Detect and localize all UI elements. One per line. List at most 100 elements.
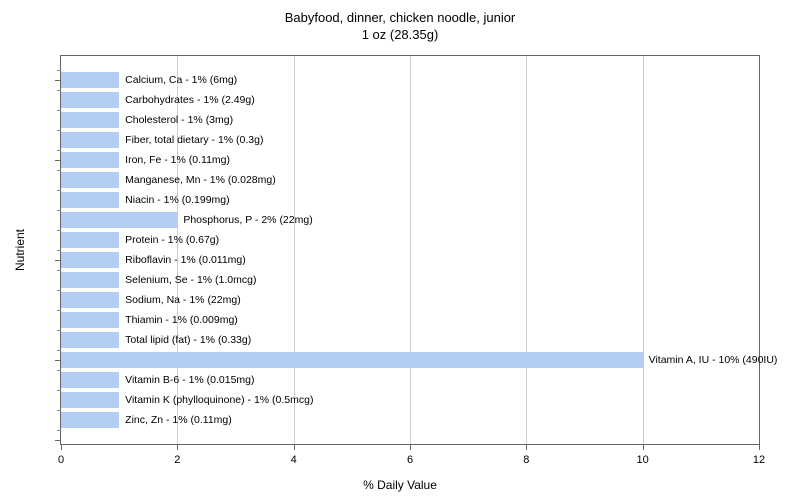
bar-label: Vitamin B-6 - 1% (0.015mg): [125, 374, 254, 386]
bar: [61, 352, 643, 368]
bar: [61, 152, 119, 168]
bar-label: Thiamin - 1% (0.009mg): [125, 314, 238, 326]
bar-label: Calcium, Ca - 1% (6mg): [125, 74, 237, 86]
x-tick-label: 12: [753, 454, 765, 466]
y-tick-minor: [57, 130, 61, 131]
bar-label: Sodium, Na - 1% (22mg): [125, 294, 241, 306]
bar-row: Zinc, Zn - 1% (0.11mg): [61, 412, 232, 428]
bar: [61, 292, 119, 308]
y-tick-minor: [57, 90, 61, 91]
bar: [61, 372, 119, 388]
plot-area: 024681012Calcium, Ca - 1% (6mg)Carbohydr…: [60, 55, 760, 445]
bar-label: Selenium, Se - 1% (1.0mcg): [125, 274, 256, 286]
bar-label: Cholesterol - 1% (3mg): [125, 114, 233, 126]
x-tick-label: 10: [637, 454, 649, 466]
y-tick-minor: [57, 110, 61, 111]
bar-label: Protein - 1% (0.67g): [125, 234, 219, 246]
bar-row: Protein - 1% (0.67g): [61, 232, 219, 248]
nutrient-chart: Babyfood, dinner, chicken noodle, junior…: [0, 0, 800, 500]
bar: [61, 132, 119, 148]
bar: [61, 172, 119, 188]
bar-row: Iron, Fe - 1% (0.11mg): [61, 152, 230, 168]
bar-row: Carbohydrates - 1% (2.49g): [61, 92, 255, 108]
bar-label: Carbohydrates - 1% (2.49g): [125, 94, 255, 106]
bar: [61, 272, 119, 288]
x-tick-label: 8: [523, 454, 529, 466]
y-tick-minor: [57, 70, 61, 71]
x-tick: [759, 444, 760, 450]
bar-row: Sodium, Na - 1% (22mg): [61, 292, 241, 308]
bar-label: Manganese, Mn - 1% (0.028mg): [125, 174, 276, 186]
chart-title: Babyfood, dinner, chicken noodle, junior…: [0, 0, 800, 44]
grid-line: [410, 56, 411, 444]
x-tick: [61, 444, 62, 450]
bar-row: Vitamin A, IU - 10% (490IU): [61, 352, 777, 368]
x-tick-label: 6: [407, 454, 413, 466]
bar: [61, 252, 119, 268]
y-axis-label: Nutrient: [13, 229, 27, 271]
bar-label: Total lipid (fat) - 1% (0.33g): [125, 334, 251, 346]
grid-line: [294, 56, 295, 444]
x-tick-label: 4: [291, 454, 297, 466]
bar: [61, 392, 119, 408]
x-tick: [526, 444, 527, 450]
bar-label: Iron, Fe - 1% (0.11mg): [125, 154, 230, 166]
grid-line: [526, 56, 527, 444]
y-tick-minor: [57, 210, 61, 211]
x-tick: [294, 444, 295, 450]
x-axis-label: % Daily Value: [363, 478, 437, 492]
y-tick-minor: [57, 370, 61, 371]
y-tick-minor: [57, 330, 61, 331]
bar: [61, 312, 119, 328]
y-tick: [55, 440, 61, 441]
bar-label: Riboflavin - 1% (0.011mg): [125, 254, 246, 266]
y-tick: [55, 80, 61, 81]
y-tick: [55, 160, 61, 161]
x-tick-label: 0: [58, 454, 64, 466]
x-tick: [410, 444, 411, 450]
bar-row: Selenium, Se - 1% (1.0mcg): [61, 272, 256, 288]
y-tick-minor: [57, 150, 61, 151]
bar: [61, 192, 119, 208]
bar-row: Riboflavin - 1% (0.011mg): [61, 252, 246, 268]
bar-label: Zinc, Zn - 1% (0.11mg): [125, 414, 232, 426]
bar-row: Manganese, Mn - 1% (0.028mg): [61, 172, 276, 188]
title-line-1: Babyfood, dinner, chicken noodle, junior: [285, 10, 516, 25]
x-tick-label: 2: [174, 454, 180, 466]
y-tick-minor: [57, 290, 61, 291]
bar-label: Vitamin A, IU - 10% (490IU): [649, 354, 778, 366]
x-tick: [643, 444, 644, 450]
y-tick-minor: [57, 270, 61, 271]
bar-row: Phosphorus, P - 2% (22mg): [61, 212, 313, 228]
bar-row: Vitamin K (phylloquinone) - 1% (0.5mcg): [61, 392, 313, 408]
title-line-2: 1 oz (28.35g): [362, 27, 439, 42]
y-tick-minor: [57, 230, 61, 231]
bar: [61, 412, 119, 428]
x-tick: [177, 444, 178, 450]
bar-row: Calcium, Ca - 1% (6mg): [61, 72, 237, 88]
bar-row: Vitamin B-6 - 1% (0.015mg): [61, 372, 255, 388]
bar: [61, 332, 119, 348]
bar-label: Niacin - 1% (0.199mg): [125, 194, 229, 206]
bar-row: Niacin - 1% (0.199mg): [61, 192, 230, 208]
bar-label: Phosphorus, P - 2% (22mg): [183, 214, 312, 226]
bar-row: Total lipid (fat) - 1% (0.33g): [61, 332, 251, 348]
y-tick: [55, 360, 61, 361]
y-tick-minor: [57, 410, 61, 411]
y-tick-minor: [57, 170, 61, 171]
bar-label: Vitamin K (phylloquinone) - 1% (0.5mcg): [125, 394, 313, 406]
bar: [61, 112, 119, 128]
bar-label: Fiber, total dietary - 1% (0.3g): [125, 134, 263, 146]
y-tick-minor: [57, 390, 61, 391]
y-tick-minor: [57, 350, 61, 351]
bar-row: Fiber, total dietary - 1% (0.3g): [61, 132, 263, 148]
bar: [61, 92, 119, 108]
y-tick-minor: [57, 430, 61, 431]
y-tick-minor: [57, 250, 61, 251]
y-tick-minor: [57, 190, 61, 191]
y-tick-minor: [57, 310, 61, 311]
bar-row: Cholesterol - 1% (3mg): [61, 112, 233, 128]
bar: [61, 212, 177, 228]
y-tick: [55, 260, 61, 261]
grid-line: [643, 56, 644, 444]
